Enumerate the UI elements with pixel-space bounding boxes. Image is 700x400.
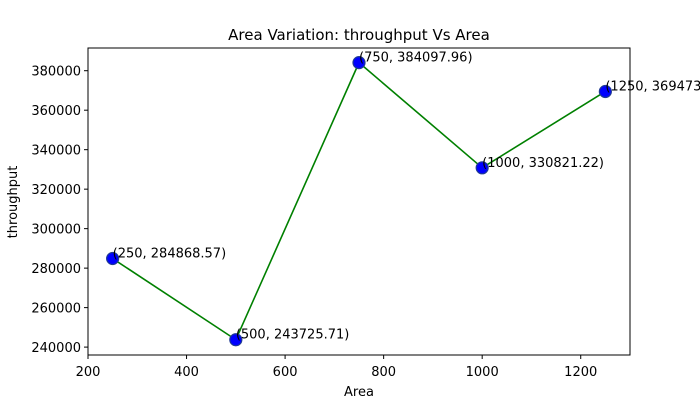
annotation-layer: (250, 284868.57) (500, 243725.71) (750, 38… <box>113 51 700 343</box>
x-tick-label: 1200 <box>564 365 597 380</box>
x-tick-label: 400 <box>174 365 199 380</box>
x-tick-label: 200 <box>76 365 101 380</box>
y-tick-label: 280000 <box>31 262 81 277</box>
y-tick-label: 260000 <box>31 302 81 317</box>
y-tick-label: 320000 <box>31 183 81 198</box>
x-axis: 200 400 600 800 1000 1200 <box>76 355 597 380</box>
data-point <box>229 333 243 347</box>
y-tick-label: 380000 <box>31 65 81 80</box>
data-point <box>352 56 366 70</box>
series-layer <box>106 56 612 347</box>
data-point <box>475 161 489 175</box>
y-axis: 240000 260000 280000 300000 320000 340000 3600… <box>31 65 88 356</box>
y-tick-label: 340000 <box>31 144 81 159</box>
series-line <box>112 61 606 341</box>
data-label: (1250, 369473 <box>605 79 700 94</box>
y-tick-label: 240000 <box>31 341 81 356</box>
plot-area-frame <box>87 47 631 356</box>
x-tick-label: 800 <box>371 365 396 380</box>
x-tick-label: 1000 <box>466 365 499 380</box>
data-point <box>106 251 120 266</box>
data-label: (1000, 330821.22) <box>482 156 604 171</box>
data-label: (500, 243725.71) <box>236 328 350 343</box>
y-axis-label: throughput <box>6 166 21 239</box>
y-tick-label: 360000 <box>31 104 81 119</box>
y-tick-label: 300000 <box>31 223 81 238</box>
data-label: (750, 384097.96) <box>359 51 473 66</box>
chart-title: Area Variation: throughput Vs Area <box>228 26 490 44</box>
data-label: (250, 284868.57) <box>113 247 227 262</box>
x-tick-label: 600 <box>273 365 298 380</box>
data-point <box>598 84 612 99</box>
x-axis-label: Area <box>344 385 374 400</box>
